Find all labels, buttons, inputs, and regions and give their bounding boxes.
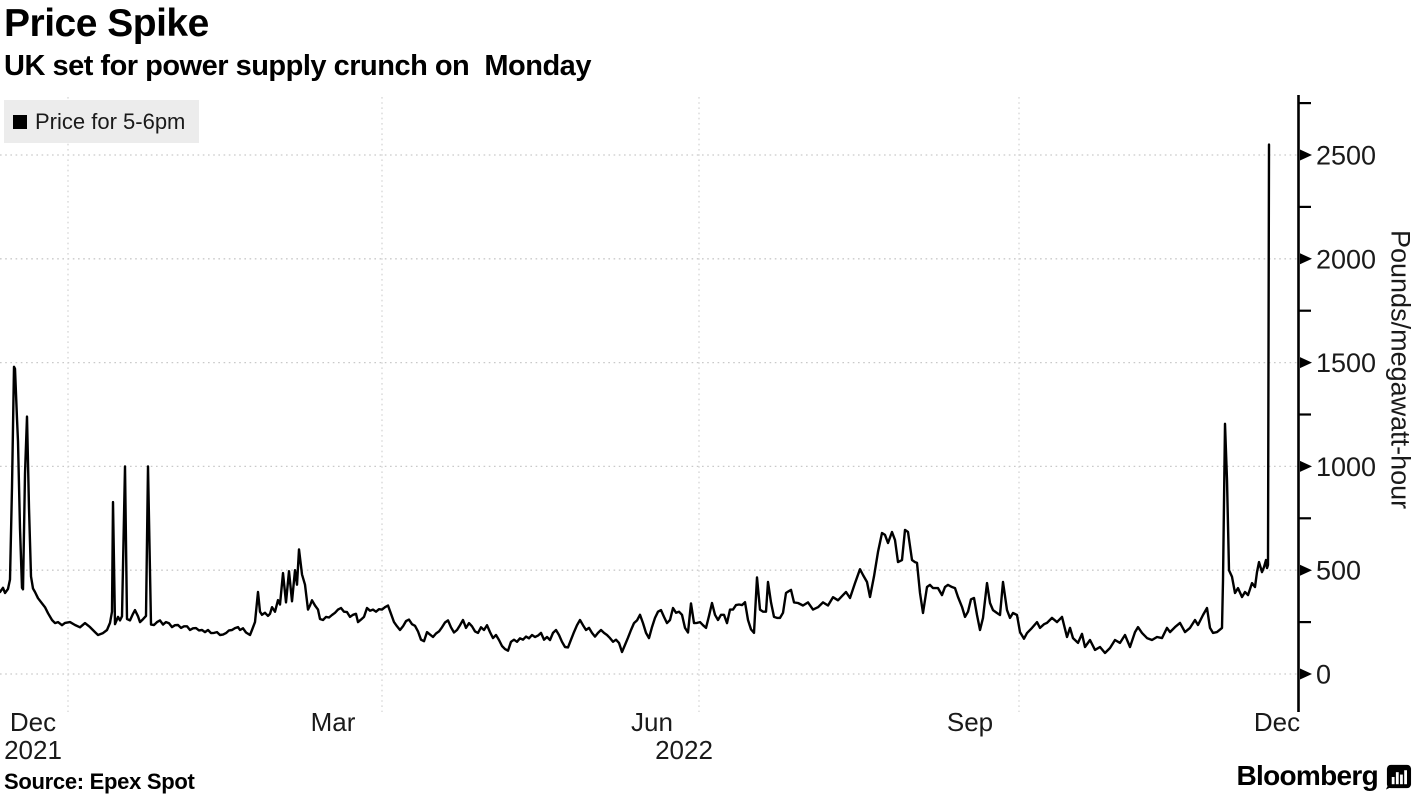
bloomberg-wordmark: Bloomberg: [1236, 760, 1379, 791]
y-tick-label: 500: [1316, 556, 1361, 586]
legend: Price for 5-6pm: [4, 100, 200, 143]
x-tick-label: Dec: [1254, 707, 1300, 737]
legend-series-marker-icon: [13, 114, 27, 129]
x-year-label: 2021: [4, 735, 62, 765]
y-tick-label: 1000: [1316, 452, 1376, 482]
bloomberg-bars-icon: [1385, 764, 1412, 790]
chart-subtitle: UK set for power supply crunch on Monday: [4, 50, 591, 82]
y-major-tick-arrow: [1300, 668, 1312, 680]
y-tick-label: 1500: [1316, 348, 1376, 378]
x-year-label: 2022: [655, 735, 713, 765]
y-tick-label: 2500: [1316, 141, 1376, 171]
y-major-tick-arrow: [1300, 460, 1312, 472]
source-attribution: Source: Epex Spot: [4, 769, 195, 794]
y-major-tick-arrow: [1300, 564, 1312, 576]
legend-series-label: Price for 5-6pm: [35, 108, 186, 134]
bloomberg-branding: Bloomberg: [1237, 760, 1412, 792]
chart-title: Price Spike: [4, 2, 209, 45]
y-major-tick-arrow: [1300, 253, 1312, 265]
x-tick-label: Dec: [10, 707, 56, 737]
x-tick-label: Mar: [311, 707, 356, 737]
x-tick-label: Sep: [947, 707, 993, 737]
x-tick-label: Jun: [631, 707, 673, 737]
y-major-tick-arrow: [1300, 357, 1312, 369]
y-tick-label: 2000: [1316, 244, 1376, 274]
y-axis-title: Pounds/megawatt-hour: [1385, 230, 1416, 510]
y-tick-label: 0: [1316, 660, 1331, 690]
y-major-tick-arrow: [1300, 149, 1312, 161]
price-line: [0, 143, 1271, 655]
